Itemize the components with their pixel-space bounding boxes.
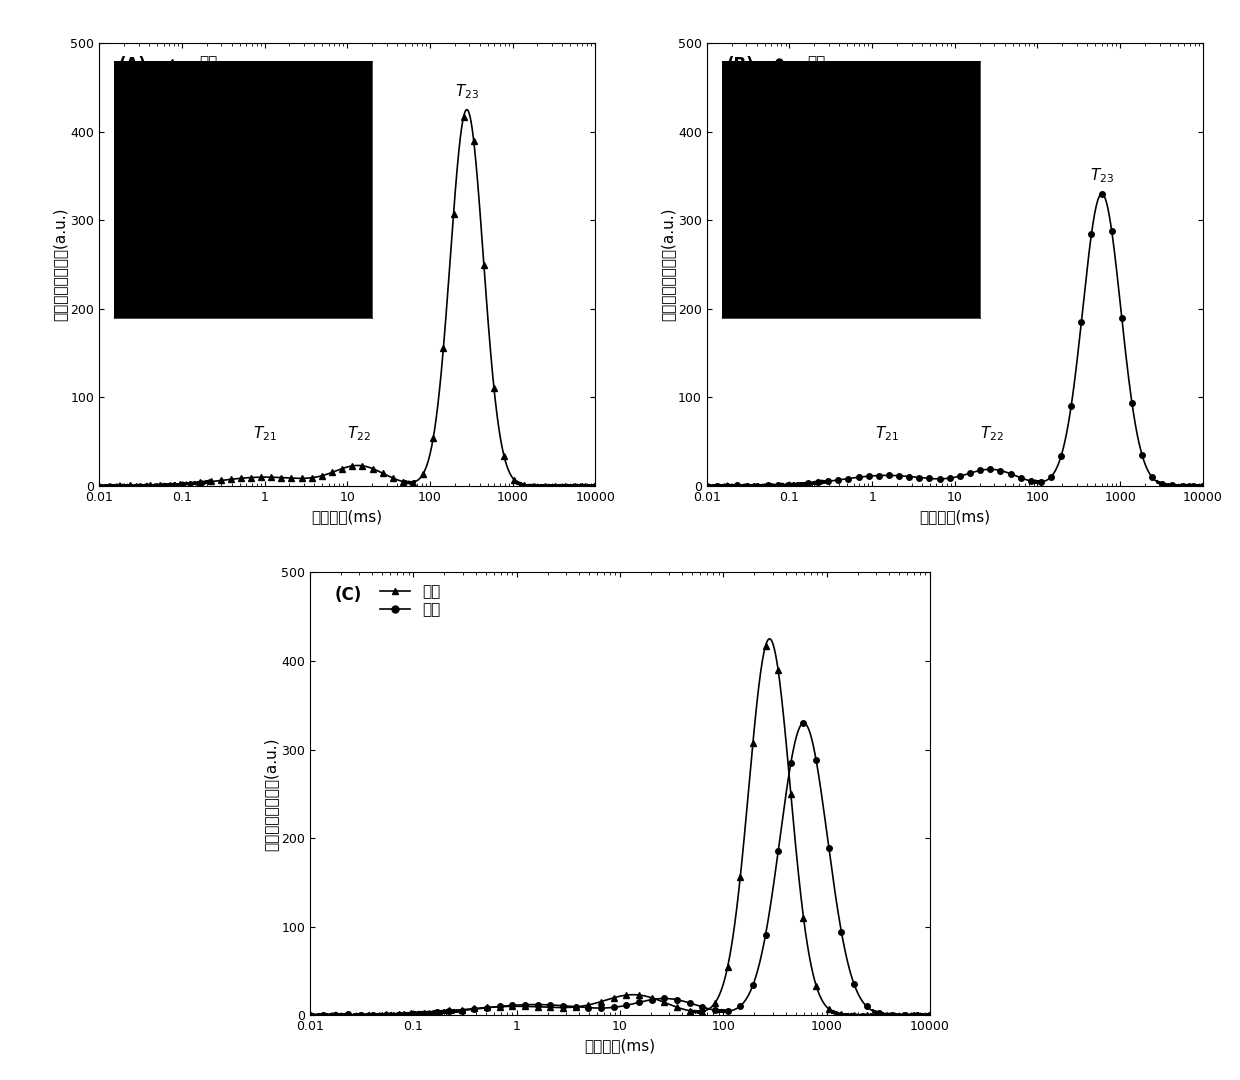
Legend: 腐烂: 腐烂	[764, 55, 825, 70]
Text: $T_{22}$: $T_{22}$	[347, 424, 371, 444]
Text: (C): (C)	[335, 585, 362, 604]
Legend: 健康: 健康	[156, 55, 217, 70]
Text: $T_{23}$: $T_{23}$	[1090, 166, 1114, 185]
Text: (B): (B)	[727, 56, 754, 75]
Text: $T_{23}$: $T_{23}$	[455, 82, 479, 100]
Text: $T_{21}$: $T_{21}$	[874, 424, 899, 444]
X-axis label: 弛豫时间(ms): 弛豫时间(ms)	[584, 1039, 656, 1054]
X-axis label: 弛豫时间(ms): 弛豫时间(ms)	[919, 510, 991, 525]
Legend: 健康, 腐烂: 健康, 腐烂	[379, 584, 440, 618]
Text: $T_{21}$: $T_{21}$	[253, 424, 277, 444]
Text: (A): (A)	[119, 56, 146, 75]
Y-axis label: 归一化的信号强度(a.u.): 归一化的信号强度(a.u.)	[660, 207, 675, 322]
Y-axis label: 归一化的信号强度(a.u.): 归一化的信号强度(a.u.)	[52, 207, 67, 322]
X-axis label: 弛豫时间(ms): 弛豫时间(ms)	[311, 510, 383, 525]
Text: $T_{22}$: $T_{22}$	[980, 424, 1003, 444]
Y-axis label: 归一化的信号强度(a.u.): 归一化的信号强度(a.u.)	[263, 737, 278, 851]
